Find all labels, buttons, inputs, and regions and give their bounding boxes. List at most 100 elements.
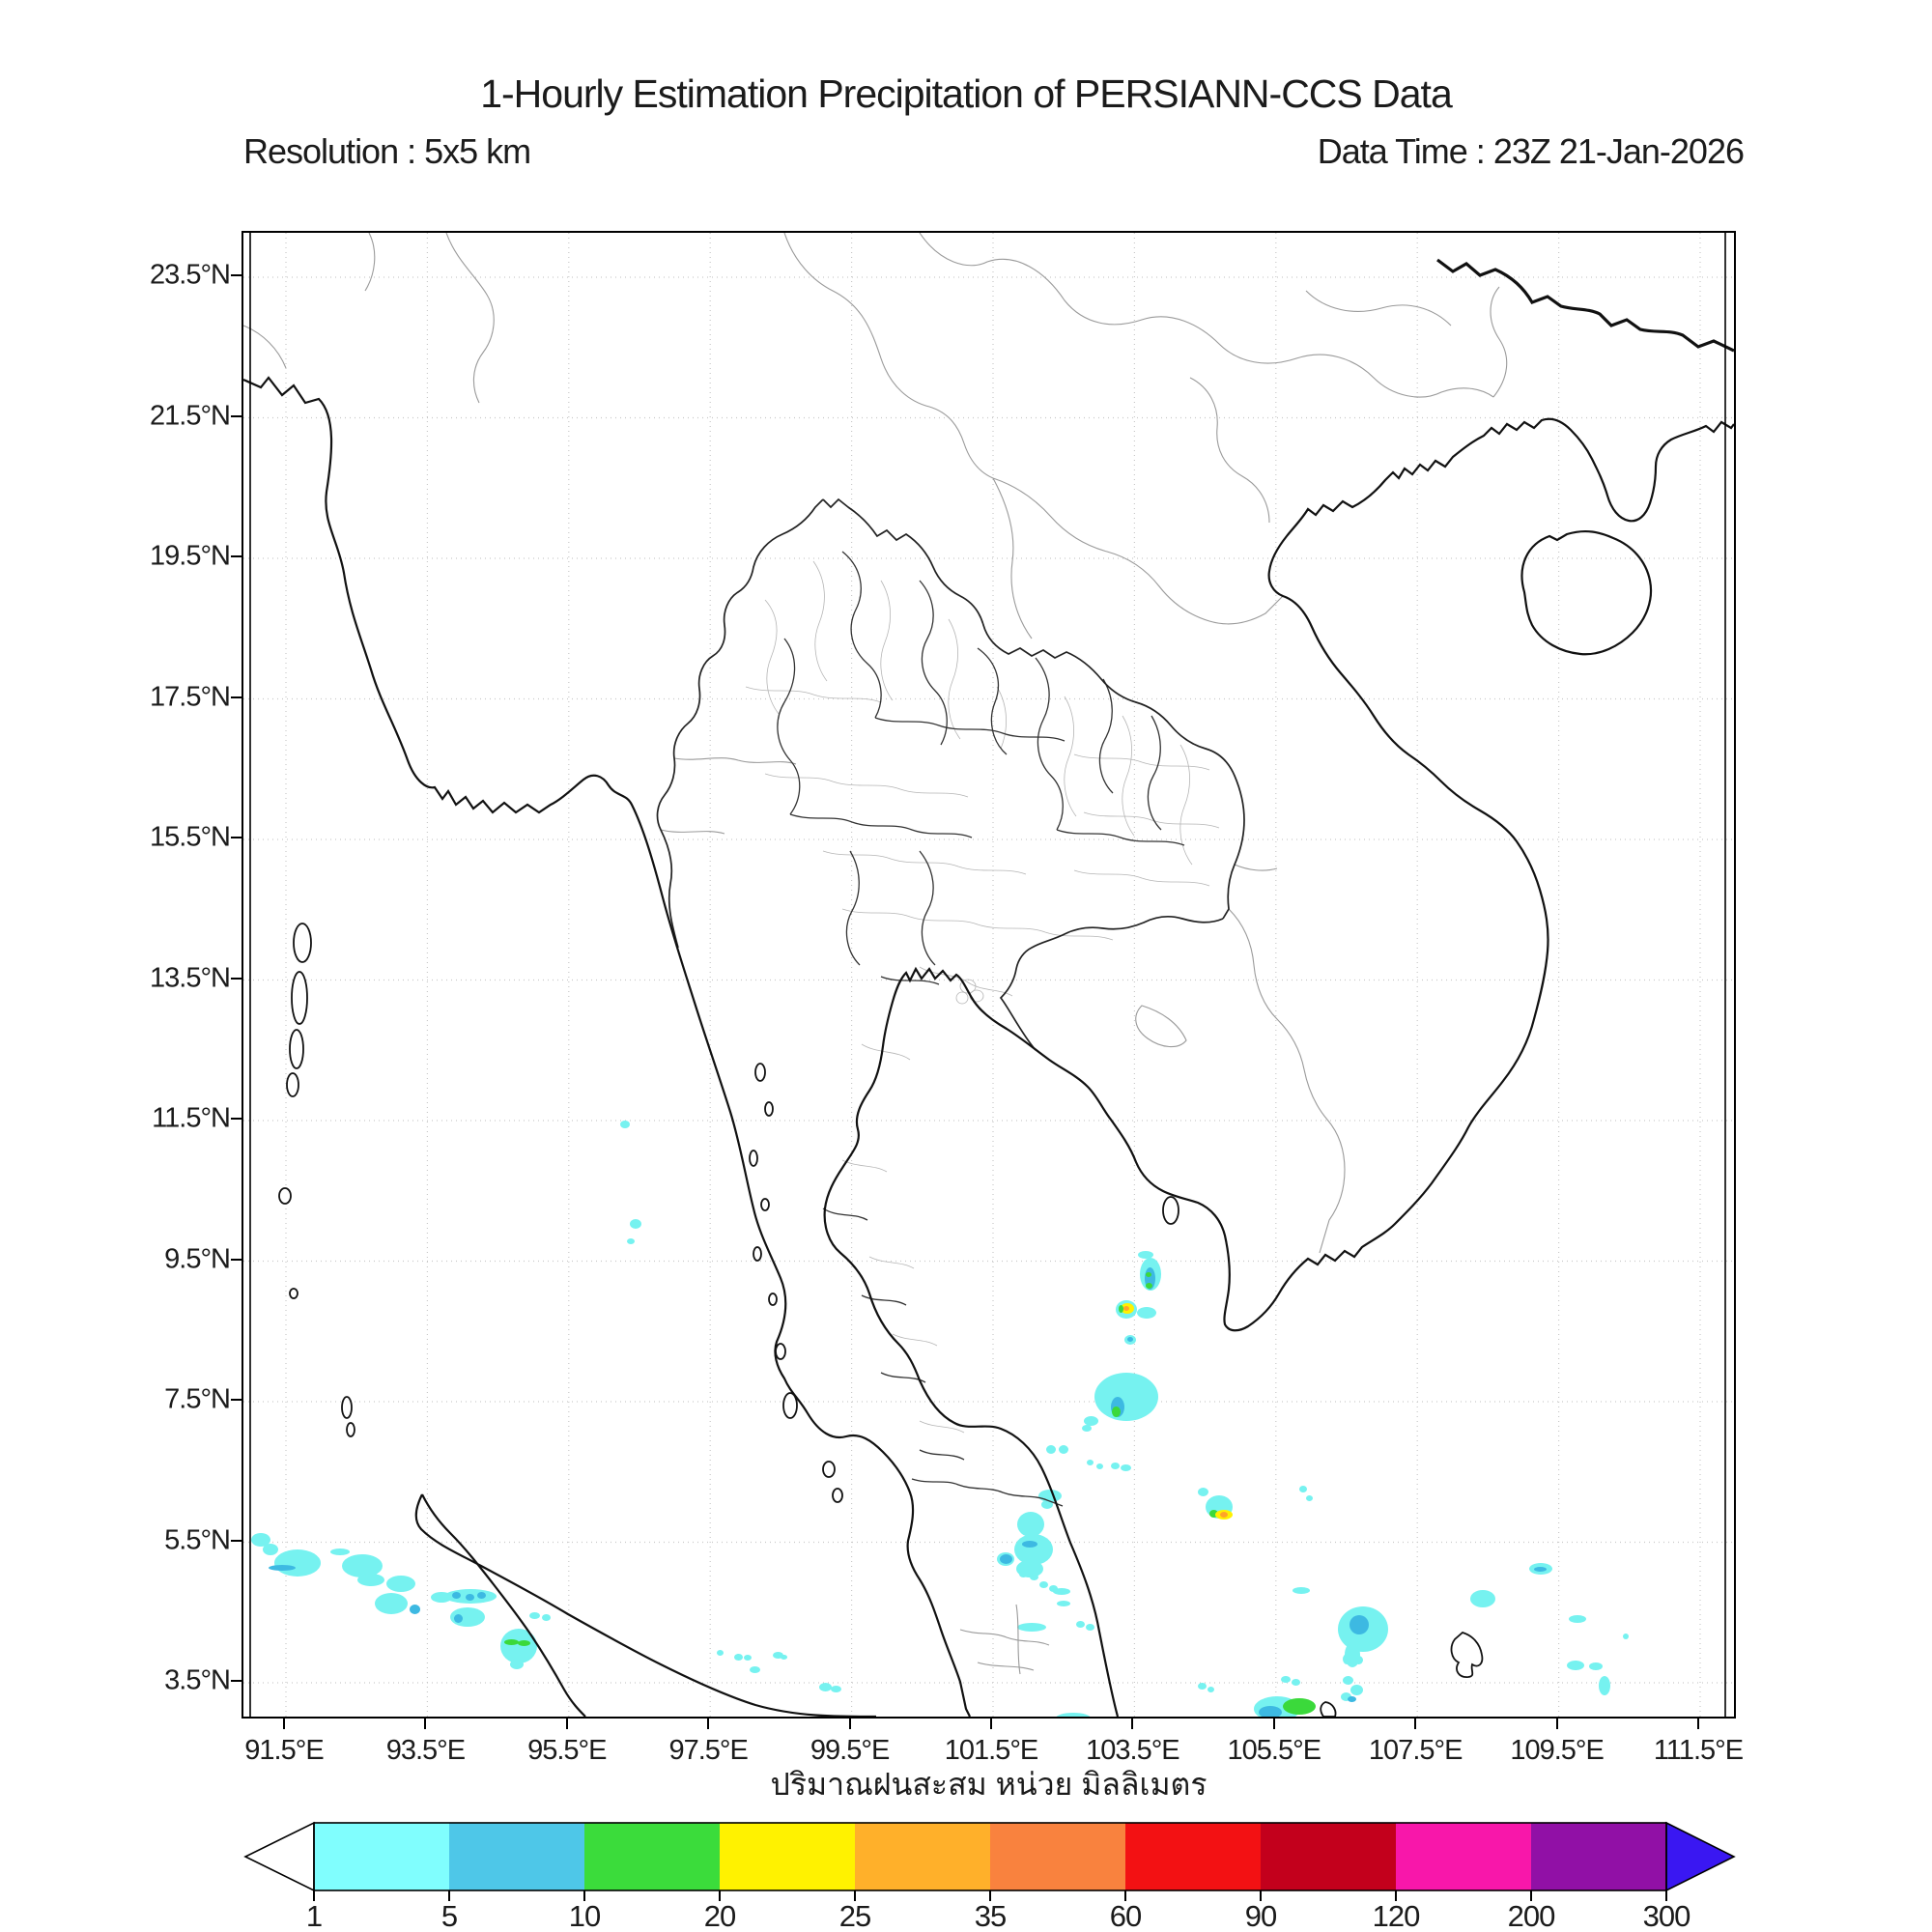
rain-cell (1343, 1654, 1351, 1664)
colorbar-under-arrow (243, 1821, 315, 1892)
rain-cell (1350, 1615, 1369, 1634)
rain-cell (357, 1574, 384, 1586)
rain-cell (1534, 1567, 1547, 1572)
x-tick-label: 111.5°E (1653, 1735, 1744, 1766)
x-tick-label: 91.5°E (244, 1735, 324, 1766)
graticule (243, 233, 1734, 1717)
y-tick (231, 414, 242, 417)
rain-cell (1014, 1534, 1053, 1565)
colorbar-segment (1531, 1823, 1666, 1890)
x-tick (424, 1719, 427, 1729)
rain-cell (1017, 1623, 1046, 1632)
rain-cell (1299, 1486, 1307, 1492)
colorbar-segment (449, 1823, 584, 1890)
x-tick (565, 1719, 568, 1729)
rain-cell (1000, 1554, 1012, 1564)
thailand-border (656, 497, 1245, 1051)
rain-cell (1084, 1416, 1098, 1426)
rain-cell (1123, 1306, 1129, 1311)
rain-cell (1569, 1615, 1586, 1623)
colorbar-segment (990, 1823, 1125, 1890)
y-tick-label: 3.5°N (164, 1664, 231, 1696)
x-tick-label: 93.5°E (385, 1735, 466, 1766)
rain-cell (1198, 1683, 1207, 1690)
rain-cell (1030, 1574, 1038, 1580)
colorbar-level-label: 120 (1372, 1899, 1421, 1932)
colorbar-segment (855, 1823, 990, 1890)
rain-cell (518, 1640, 530, 1646)
rain-cell (1038, 1490, 1062, 1502)
rain-cell (1281, 1676, 1291, 1683)
rain-cell (1306, 1495, 1313, 1501)
colorbar-segment (314, 1823, 449, 1890)
rain-cell (504, 1639, 519, 1645)
rain-cell (1082, 1425, 1092, 1432)
x-tick (1555, 1719, 1558, 1729)
rain-cell (251, 1533, 270, 1547)
y-tick (231, 1258, 242, 1261)
y-tick (231, 1539, 242, 1542)
rain-cell (1283, 1698, 1316, 1715)
rain-cell (1259, 1706, 1282, 1717)
colorbar-level-label: 90 (1244, 1899, 1277, 1932)
y-tick-label: 5.5°N (164, 1524, 231, 1555)
colorbar: 1 5 10 20 25 35 60 90 120 200 300 (243, 1820, 1736, 1932)
colorbar-level-label: 300 (1642, 1899, 1691, 1932)
colorbar-segment (1125, 1823, 1261, 1890)
rain-cell (1087, 1460, 1094, 1465)
rain-cell (386, 1576, 415, 1592)
rain-cell (1567, 1661, 1584, 1670)
rain-cell (1039, 1581, 1048, 1588)
x-tick (990, 1719, 992, 1729)
rain-cell (1053, 1588, 1070, 1595)
y-tick-label: 15.5°N (150, 821, 231, 853)
rain-cell (819, 1683, 832, 1691)
rain-cell (410, 1605, 420, 1614)
y-tick-label: 23.5°N (150, 259, 231, 291)
x-tick (1272, 1719, 1275, 1729)
rain-cell (620, 1121, 630, 1128)
rain-cell (477, 1592, 486, 1599)
colorbar-over-arrow (1665, 1821, 1736, 1892)
country-borders (243, 233, 1508, 1675)
rain-cell (1140, 1388, 1155, 1397)
x-tick-label: 109.5°E (1510, 1735, 1605, 1766)
colorbar-ticks (313, 1890, 1667, 1901)
y-tick-label: 7.5°N (164, 1383, 231, 1415)
x-tick (848, 1719, 851, 1729)
x-tick-label: 107.5°E (1368, 1735, 1463, 1766)
rain-cell (750, 1666, 760, 1673)
rain-cell (1137, 1307, 1156, 1319)
rain-cell (1017, 1512, 1044, 1537)
thick-border (1436, 258, 1734, 353)
y-tick (231, 1399, 242, 1401)
x-tick (283, 1719, 285, 1729)
coastlines (243, 376, 1734, 1717)
rain-cell (1146, 1283, 1152, 1289)
map-canvas (243, 233, 1734, 1717)
rain-cell (1022, 1541, 1037, 1548)
colorbar-level-label: 25 (838, 1899, 871, 1932)
rain-cell (1293, 1587, 1310, 1594)
rain-cell (1086, 1624, 1094, 1631)
datatime-label: Data Time : 23Z 21-Jan-2026 (1317, 131, 1745, 171)
y-tick (231, 1680, 242, 1682)
rain-cell (1056, 1713, 1091, 1717)
rain-cell (1046, 1445, 1056, 1454)
rain-cell (1350, 1685, 1363, 1695)
rain-cell (717, 1650, 724, 1656)
rain-cell (1119, 1305, 1123, 1313)
rain-cell (1198, 1488, 1208, 1496)
rain-cell (269, 1565, 296, 1571)
colorbar-segment (1261, 1823, 1396, 1890)
province-borders (777, 551, 1185, 1507)
rain-cell (1112, 1406, 1121, 1417)
x-tick (1414, 1719, 1417, 1729)
rain-cell (375, 1593, 408, 1614)
rain-cell (1096, 1463, 1103, 1469)
colorbar-segments (314, 1823, 1666, 1890)
rain-cell (1111, 1463, 1120, 1469)
rain-cell (1146, 1272, 1151, 1277)
rain-cell (627, 1238, 635, 1244)
